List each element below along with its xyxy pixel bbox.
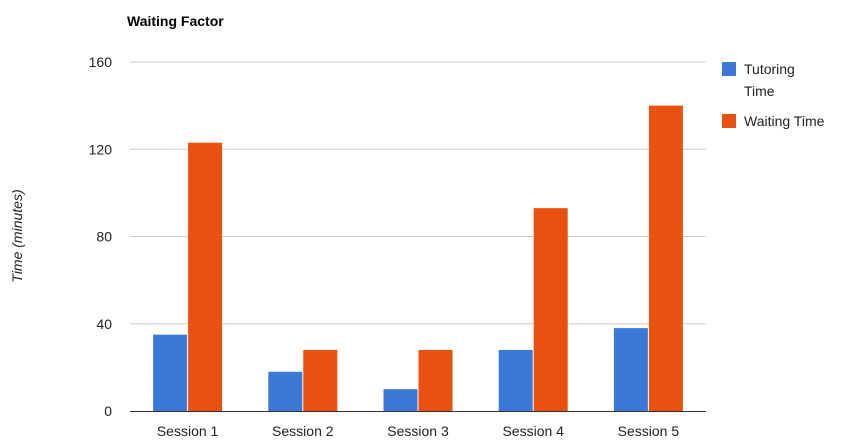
y-axis-ticks: 0 40 80 120 160: [89, 54, 113, 419]
x-tick-label: Session 1: [157, 423, 219, 439]
y-tick-label: 80: [96, 229, 112, 245]
legend-swatch: [722, 114, 736, 128]
y-tick-label: 40: [96, 316, 112, 332]
chart-title: Waiting Factor: [127, 13, 224, 29]
legend: Tutoring Time Waiting Time: [722, 61, 825, 129]
bar-waiting-time: [418, 349, 453, 411]
y-tick-label: 160: [89, 54, 113, 70]
legend-label: Time: [744, 83, 775, 99]
y-axis-title: Time (minutes): [9, 189, 25, 282]
legend-swatch: [722, 62, 736, 76]
legend-label: Waiting Time: [744, 113, 825, 129]
gridlines: [130, 61, 706, 325]
bar-waiting-time: [303, 349, 338, 411]
bar-tutoring-time: [383, 389, 418, 411]
bar-tutoring-time: [498, 349, 533, 411]
legend-label: Tutoring: [744, 61, 795, 77]
bar-tutoring-time: [153, 334, 188, 411]
x-axis-ticks: Session 1 Session 2 Session 3 Session 4 Sess…: [157, 423, 679, 439]
bar-waiting-time: [648, 105, 683, 411]
bars: [153, 105, 683, 412]
x-tick-label: Session 3: [387, 423, 449, 439]
x-tick-label: Session 4: [502, 423, 564, 439]
y-tick-label: 0: [104, 403, 112, 419]
x-tick-label: Session 5: [618, 423, 680, 439]
bar-tutoring-time: [268, 371, 303, 411]
y-tick-label: 120: [89, 141, 113, 157]
bar-waiting-time: [188, 142, 223, 412]
x-tick-label: Session 2: [272, 423, 334, 439]
bar-waiting-time: [533, 208, 568, 411]
bar-tutoring-time: [613, 328, 648, 411]
